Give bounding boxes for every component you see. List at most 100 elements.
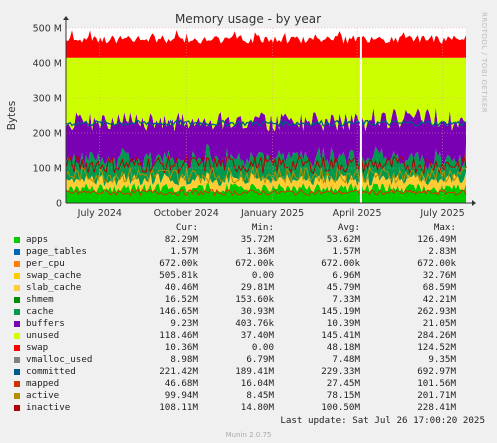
x-tick-label: January 2025 bbox=[240, 208, 304, 219]
legend-name: buffers bbox=[26, 318, 65, 329]
legend-name: swap bbox=[26, 342, 49, 353]
legend-max: 68.59M bbox=[422, 282, 456, 293]
legend-swatch bbox=[14, 405, 20, 411]
legend-max: 124.52M bbox=[417, 342, 456, 353]
legend-swatch bbox=[14, 285, 20, 291]
legend-max: 692.97M bbox=[417, 366, 456, 377]
legend-max: 21.05M bbox=[422, 318, 456, 329]
legend-min: 0.00 bbox=[251, 342, 274, 353]
legend-min: 403.76k bbox=[235, 318, 274, 329]
legend-avg: 145.41M bbox=[321, 330, 360, 341]
legend-min: 0.00 bbox=[251, 270, 274, 281]
legend-max: 42.21M bbox=[422, 294, 456, 305]
legend-header-max: Max: bbox=[433, 222, 456, 233]
legend-row-unused: unused 118.46M 37.40M 145.41M 284.26M bbox=[0, 330, 497, 342]
legend-min: 153.60k bbox=[235, 294, 274, 305]
legend-min: 189.41M bbox=[235, 366, 274, 377]
legend-avg: 6.96M bbox=[332, 270, 360, 281]
legend-name: cache bbox=[26, 306, 54, 317]
legend-min: 30.93M bbox=[240, 306, 274, 317]
legend-min: 29.81M bbox=[240, 282, 274, 293]
legend-max: 201.71M bbox=[417, 390, 456, 401]
legend-name: committed bbox=[26, 366, 76, 377]
legend-cur: 9.23M bbox=[170, 318, 198, 329]
legend-max: 126.49M bbox=[417, 234, 456, 245]
legend-cur: 82.29M bbox=[164, 234, 198, 245]
legend-row-mapped: mapped 46.68M 16.04M 27.45M 101.56M bbox=[0, 378, 497, 390]
y-tick-label: 200 M bbox=[33, 129, 62, 140]
line-inactive bbox=[65, 154, 467, 175]
data-gap bbox=[359, 28, 362, 203]
y-tick-label: 500 M bbox=[33, 24, 62, 35]
legend-cur: 108.11M bbox=[159, 402, 198, 413]
y-tick-label: 0 bbox=[56, 199, 62, 210]
legend-max: 101.56M bbox=[417, 378, 456, 389]
legend-swatch bbox=[14, 393, 20, 399]
legend-max: 672.00k bbox=[417, 258, 456, 269]
legend-name: active bbox=[26, 390, 60, 401]
x-axis-arrow bbox=[472, 200, 476, 206]
legend-min: 14.80M bbox=[240, 402, 274, 413]
legend-swatch bbox=[14, 309, 20, 315]
legend-cur: 40.46M bbox=[164, 282, 198, 293]
legend-cur: 99.94M bbox=[164, 390, 198, 401]
legend-name: per_cpu bbox=[26, 258, 65, 269]
legend-swatch bbox=[14, 369, 20, 375]
legend-row-slab_cache: slab_cache 40.46M 29.81M 45.79M 68.59M bbox=[0, 282, 497, 294]
y-tick-label: 300 M bbox=[33, 94, 62, 105]
legend-max: 9.35M bbox=[428, 354, 456, 365]
legend-name: mapped bbox=[26, 378, 60, 389]
legend-min: 6.79M bbox=[246, 354, 274, 365]
legend-cur: 146.65M bbox=[159, 306, 198, 317]
legend-row-active: active 99.94M 8.45M 78.15M 201.71M bbox=[0, 390, 497, 402]
y-axis-arrow bbox=[63, 16, 69, 20]
legend-row-shmem: shmem 16.52M 153.60k 7.33M 42.21M bbox=[0, 294, 497, 306]
legend-avg: 7.33M bbox=[332, 294, 360, 305]
y-tick-label: 100 M bbox=[33, 164, 62, 175]
legend-max: 32.76M bbox=[422, 270, 456, 281]
line-active bbox=[65, 165, 467, 185]
legend-name: apps bbox=[26, 234, 49, 245]
legend-name: swap_cache bbox=[26, 270, 82, 281]
legend-row-cache: cache 146.65M 30.93M 145.19M 262.93M bbox=[0, 306, 497, 318]
x-tick-label: October 2024 bbox=[154, 208, 219, 219]
legend-cur: 8.98M bbox=[170, 354, 198, 365]
legend-avg: 229.33M bbox=[321, 366, 360, 377]
legend-avg: 48.18M bbox=[326, 342, 360, 353]
y-axis-label: Bytes bbox=[6, 101, 18, 130]
legend-avg: 53.62M bbox=[326, 234, 360, 245]
legend-cur: 118.46M bbox=[159, 330, 198, 341]
legend-avg: 672.00k bbox=[321, 258, 360, 269]
legend-name: page_tables bbox=[26, 246, 87, 257]
legend-avg: 1.57M bbox=[332, 246, 360, 257]
legend-header-cur: Cur: bbox=[175, 222, 198, 233]
legend-max: 2.83M bbox=[428, 246, 456, 257]
memory-chart: Memory usage - by year Bytes 0 100 M 200 M 30… bbox=[6, 12, 476, 219]
munin-version: Munin 2.0.75 bbox=[225, 431, 272, 439]
legend-name: shmem bbox=[26, 294, 54, 305]
legend-max: 262.93M bbox=[417, 306, 456, 317]
legend-row-inactive: inactive 108.11M 14.80M 100.50M 228.41M bbox=[0, 402, 497, 414]
legend-min: 1.36M bbox=[246, 246, 274, 257]
legend-cur: 1.57M bbox=[170, 246, 198, 257]
legend-min: 8.45M bbox=[246, 390, 274, 401]
legend-header-min: Min: bbox=[251, 222, 274, 233]
legend-min: 37.40M bbox=[240, 330, 274, 341]
line-mapped bbox=[65, 188, 467, 197]
legend-swatch bbox=[14, 261, 20, 267]
legend-min: 16.04M bbox=[240, 378, 274, 389]
legend-swatch bbox=[14, 333, 20, 339]
legend-cur: 221.42M bbox=[159, 366, 198, 377]
legend-cur: 505.81k bbox=[159, 270, 198, 281]
legend-swatch bbox=[14, 237, 20, 243]
legend-cur: 10.36M bbox=[164, 342, 198, 353]
legend-swatch bbox=[14, 345, 20, 351]
legend-cur: 672.00k bbox=[159, 258, 198, 269]
legend-avg: 10.39M bbox=[326, 318, 360, 329]
legend-cur: 16.52M bbox=[164, 294, 198, 305]
legend-row-per_cpu: per_cpu 672.00k 672.00k 672.00k 672.00k bbox=[0, 258, 497, 270]
legend-header-avg: Avg: bbox=[337, 222, 360, 233]
legend-avg: 7.48M bbox=[332, 354, 360, 365]
legend-swatch bbox=[14, 273, 20, 279]
legend-avg: 78.15M bbox=[326, 390, 360, 401]
